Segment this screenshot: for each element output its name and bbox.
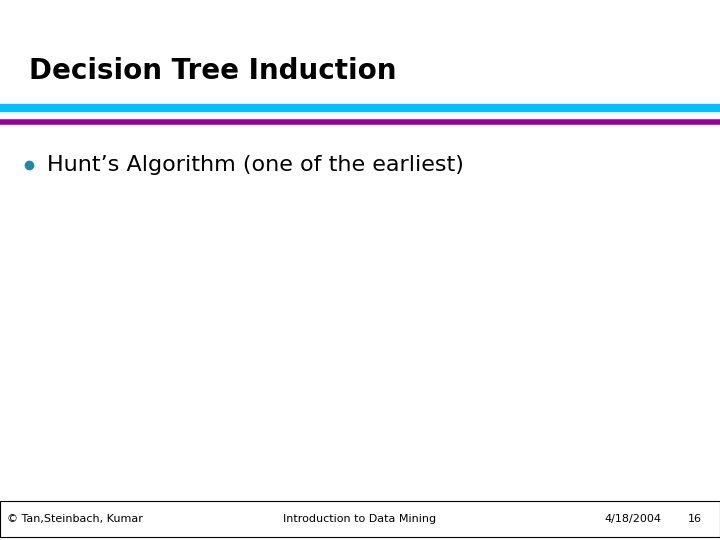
Text: 16: 16 bbox=[688, 514, 702, 524]
Text: 4/18/2004: 4/18/2004 bbox=[605, 514, 662, 524]
Text: Introduction to Data Mining: Introduction to Data Mining bbox=[284, 514, 436, 524]
Text: Hunt’s Algorithm (one of the earliest): Hunt’s Algorithm (one of the earliest) bbox=[47, 154, 464, 175]
Text: Decision Tree Induction: Decision Tree Induction bbox=[29, 57, 396, 85]
Bar bbox=[0, 501, 720, 537]
Text: © Tan,Steinbach, Kumar: © Tan,Steinbach, Kumar bbox=[7, 514, 143, 524]
